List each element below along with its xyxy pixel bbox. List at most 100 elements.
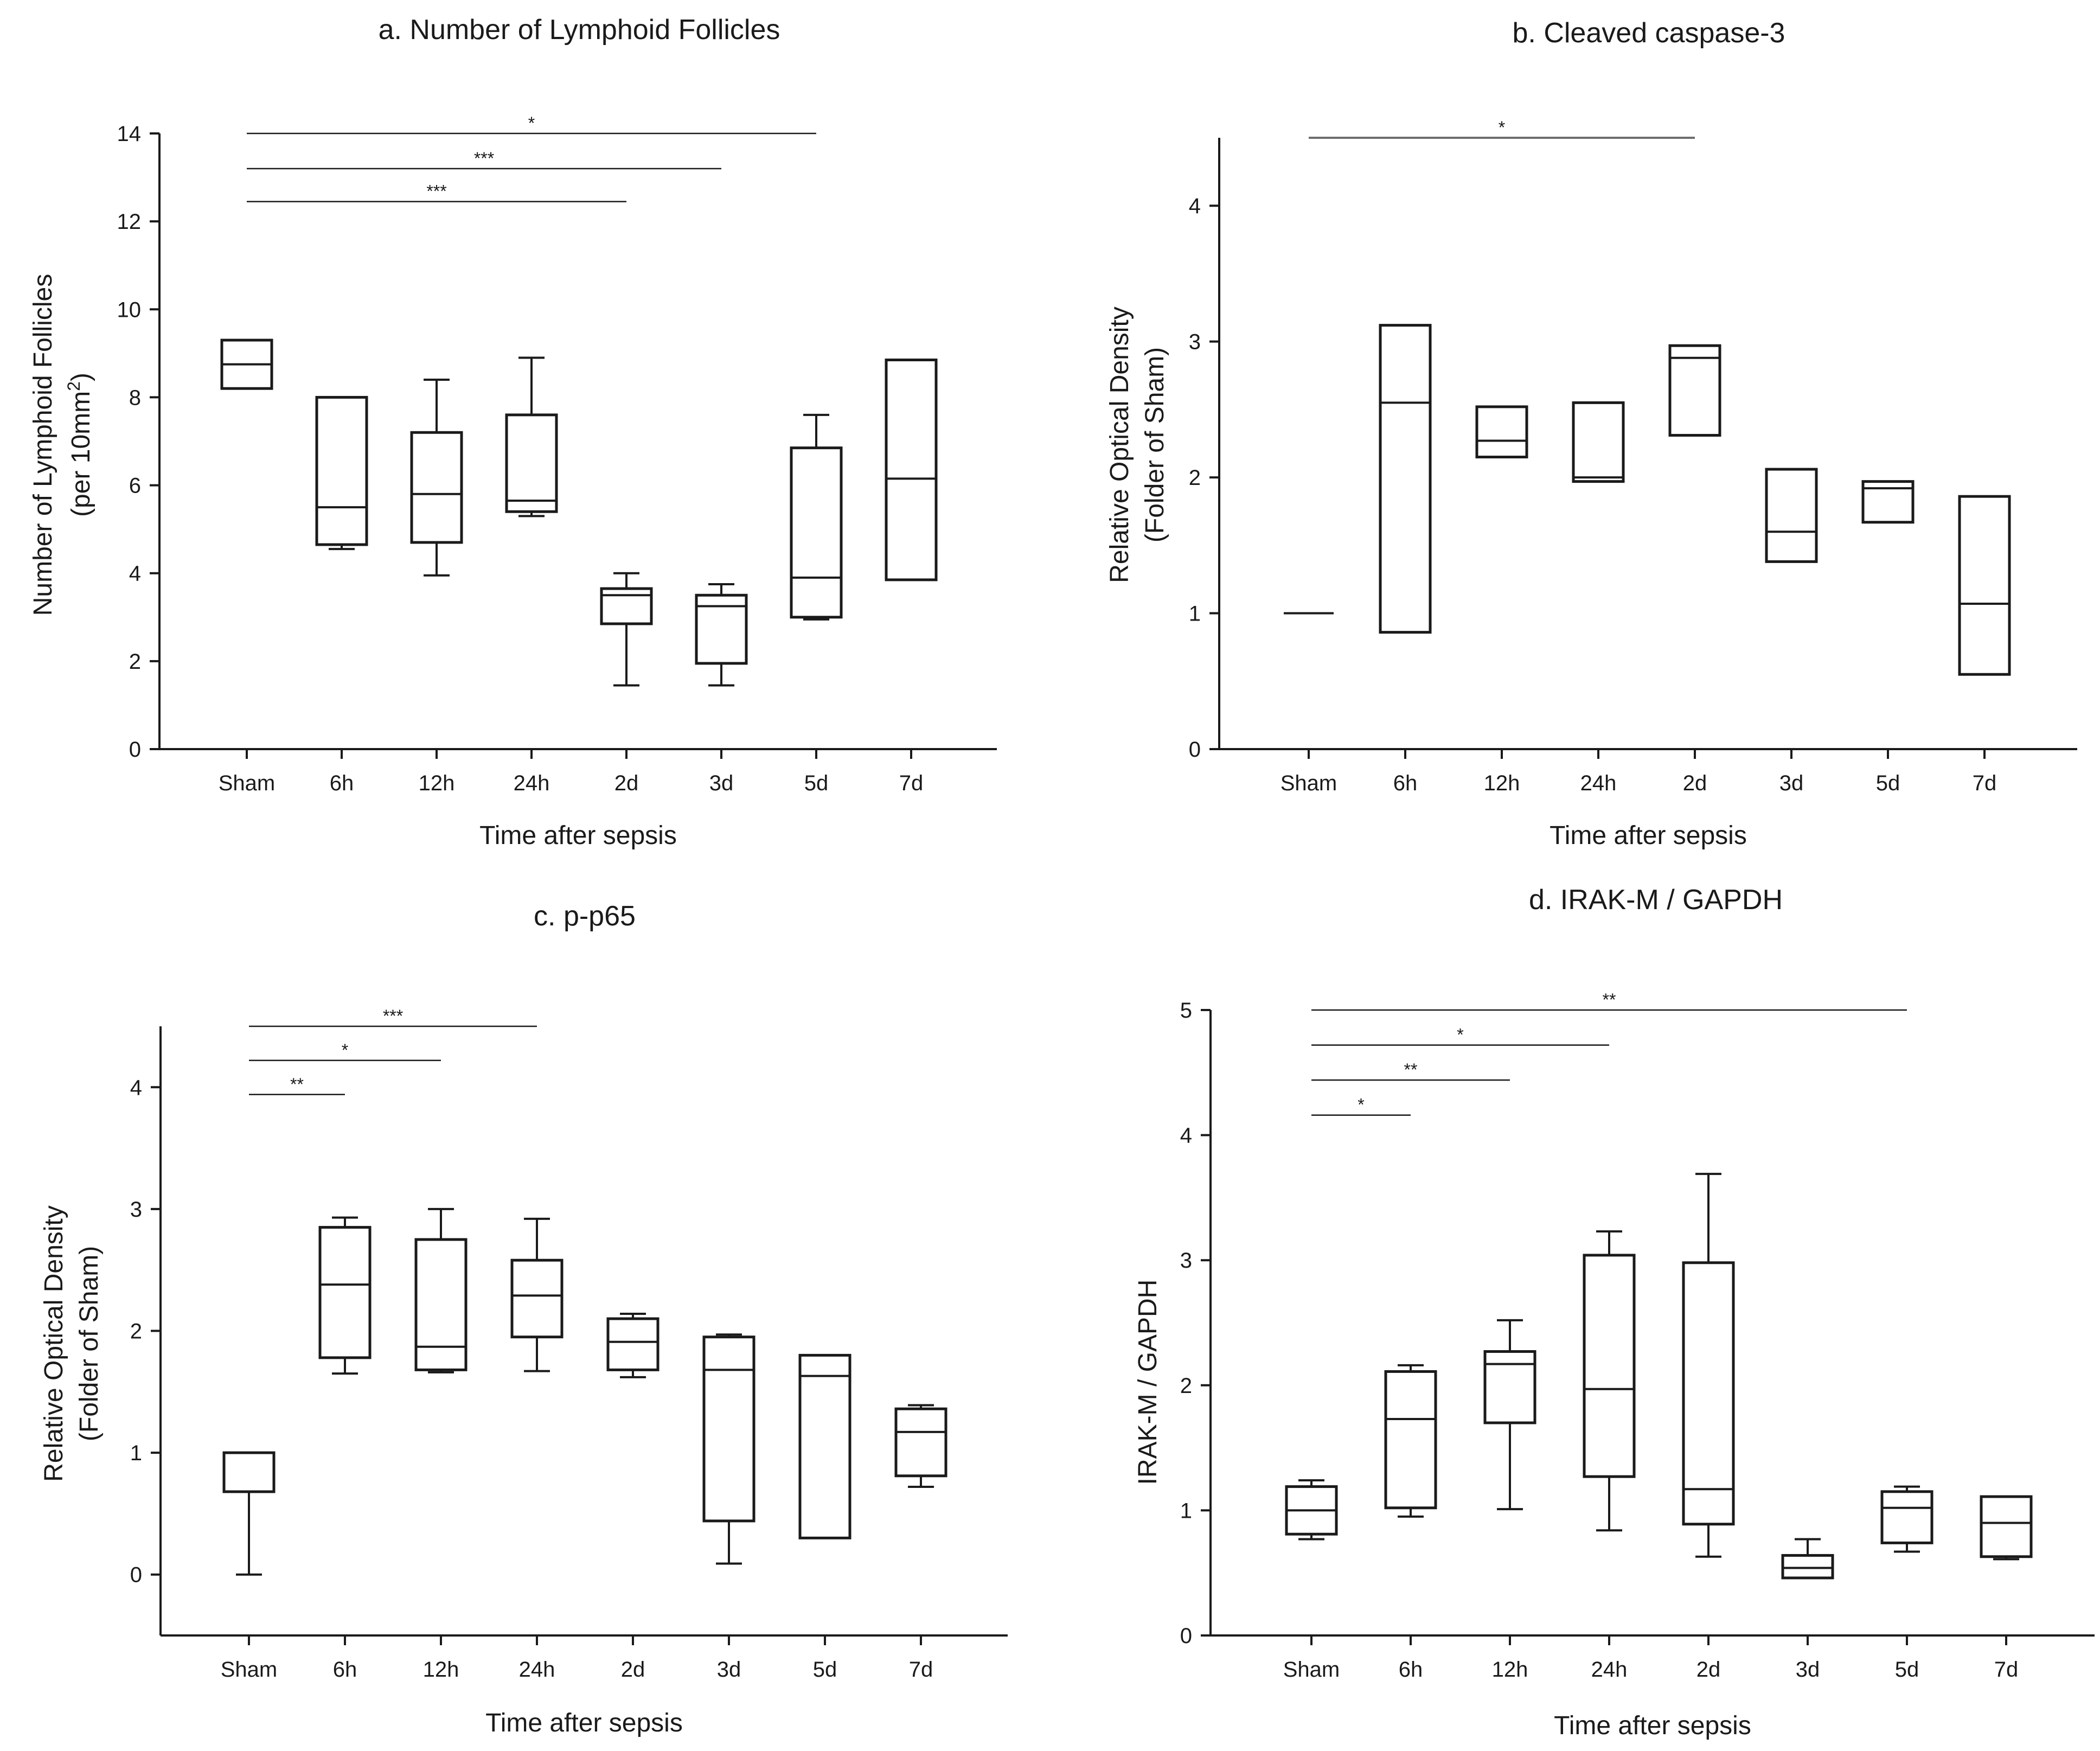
box-12h <box>410 379 463 577</box>
x-tick-label: Sham <box>1283 1658 1340 1682</box>
box-6h <box>315 395 368 551</box>
x-axis-title: Time after sepsis <box>479 821 677 850</box>
y-tick-label: 3 <box>1189 330 1201 354</box>
y-axis-title: Relative Optical Density <box>1105 306 1134 583</box>
x-axis-title: Time after sepsis <box>485 1709 683 1737</box>
y-tick-label: 2 <box>1189 466 1201 490</box>
y-tick-label: 4 <box>1189 194 1201 218</box>
chart-title: d. IRAK-M / GAPDH <box>1529 884 1783 916</box>
x-tick-label: 3d <box>709 771 734 795</box>
significance-label: *** <box>383 1006 403 1026</box>
x-tick-label: 12h <box>423 1658 459 1682</box>
chart-panel-d: d. IRAK-M / GAPDH 0 1 2 3 4 5 Sham 6h 12h 24h 2d 3d 5… <box>1134 884 2095 1740</box>
box-iqr <box>1765 468 1818 563</box>
x-axis-title: Time after sepsis <box>1554 1711 1751 1740</box>
box-5d <box>1880 1485 1933 1553</box>
x-tick-label: Sham <box>1281 771 1337 795</box>
box-iqr <box>315 395 368 546</box>
box-24h <box>505 356 558 517</box>
x-tick-label: Sham <box>221 1658 278 1682</box>
box-3d <box>1781 1538 1834 1580</box>
box-iqr <box>1682 1261 1735 1526</box>
x-tick-label: 2d <box>621 1658 645 1682</box>
significance-label: * <box>528 113 535 133</box>
x-tick-label: 12h <box>1492 1658 1528 1682</box>
box-2d <box>600 572 653 687</box>
box-iqr <box>410 431 463 544</box>
box-iqr <box>790 446 843 619</box>
box-5d <box>1861 480 1915 524</box>
significance-label: * <box>1457 1025 1463 1045</box>
y-tick-label: 1 <box>130 1441 142 1465</box>
x-tick-label: 7d <box>1973 771 1997 795</box>
box-iqr <box>1668 344 1721 437</box>
y-tick-label: 6 <box>129 474 141 498</box>
y-axis-title: Number of Lymphoid Follicles <box>29 274 57 616</box>
x-tick-label: 6h <box>1393 771 1418 795</box>
x-tick-label: 7d <box>909 1658 933 1682</box>
x-tick-label: 3d <box>1796 1658 1820 1682</box>
x-tick-label: 2d <box>1683 771 1707 795</box>
y-tick-label: 0 <box>1180 1624 1192 1648</box>
y-axis-title: (Folder of Sham) <box>1141 347 1169 542</box>
box-iqr <box>1483 1350 1536 1424</box>
chart-title: c. p-p65 <box>534 900 636 932</box>
box-3d <box>1765 468 1818 563</box>
box-7d <box>894 1404 947 1488</box>
x-tick-label: 24h <box>519 1658 555 1682</box>
box-2d <box>1668 344 1721 437</box>
x-tick-label: 6h <box>330 771 354 795</box>
y-tick-label: 0 <box>130 1563 142 1587</box>
x-tick-label: 7d <box>1994 1658 2019 1682</box>
x-tick-label: 6h <box>1399 1658 1423 1682</box>
box-12h <box>414 1207 468 1373</box>
significance-label: * <box>342 1040 348 1060</box>
chart-panel-a: a. Number of Lymphoid Follicles 0 2 4 6 8 10 12… <box>29 14 997 850</box>
x-tick-label: 6h <box>333 1658 357 1682</box>
y-tick-label: 0 <box>129 738 141 762</box>
box-12h <box>1475 405 1528 459</box>
significance-label: *** <box>474 149 494 168</box>
box-5d <box>798 1353 851 1539</box>
box-7d <box>1958 495 2011 676</box>
x-tick-label: 5d <box>813 1658 837 1682</box>
chart-panel-b: b. Cleaved caspase-3 0 1 2 3 4 Sham 6h 12h 24h 2d 3… <box>1105 17 2077 850</box>
box-3d <box>702 1333 756 1565</box>
box-5d <box>790 413 843 621</box>
box-24h <box>1583 1230 1636 1532</box>
y-tick-label: 2 <box>130 1320 142 1344</box>
box-iqr <box>414 1238 468 1371</box>
box-iqr <box>894 1407 947 1478</box>
box-12h <box>1483 1319 1536 1511</box>
box-iqr <box>1880 1490 1933 1544</box>
y-tick-label: 2 <box>129 650 141 674</box>
box-24h <box>510 1217 564 1372</box>
box-iqr <box>222 1451 276 1493</box>
chart-title: b. Cleaved caspase-3 <box>1513 17 1785 49</box>
box-iqr <box>798 1353 851 1539</box>
box-iqr <box>1980 1495 2033 1558</box>
box-iqr <box>1958 495 2011 676</box>
y-tick-label: 12 <box>117 210 142 234</box>
box-7d <box>885 359 938 581</box>
box-iqr <box>606 1317 660 1371</box>
y-tick-label: 8 <box>129 386 141 410</box>
y-axis-title: (per 10mm2) <box>64 373 95 517</box>
y-tick-label: 0 <box>1189 738 1201 762</box>
y-tick-label: 1 <box>1180 1499 1192 1523</box>
significance-label: ** <box>1603 990 1616 1009</box>
y-tick-label: 10 <box>117 298 142 322</box>
x-tick-label: 24h <box>1580 771 1617 795</box>
box-iqr <box>1379 324 1432 634</box>
y-tick-label: 1 <box>1189 602 1201 626</box>
box-6h <box>318 1216 372 1375</box>
x-tick-label: 5d <box>1895 1658 1919 1682</box>
significance-label: ** <box>1404 1060 1418 1079</box>
box-2d <box>1682 1173 1735 1558</box>
box-iqr <box>510 1258 564 1339</box>
box-iqr <box>505 413 558 513</box>
box-3d <box>695 583 748 687</box>
x-tick-label: 5d <box>1876 771 1900 795</box>
x-tick-label: 24h <box>1591 1658 1628 1682</box>
